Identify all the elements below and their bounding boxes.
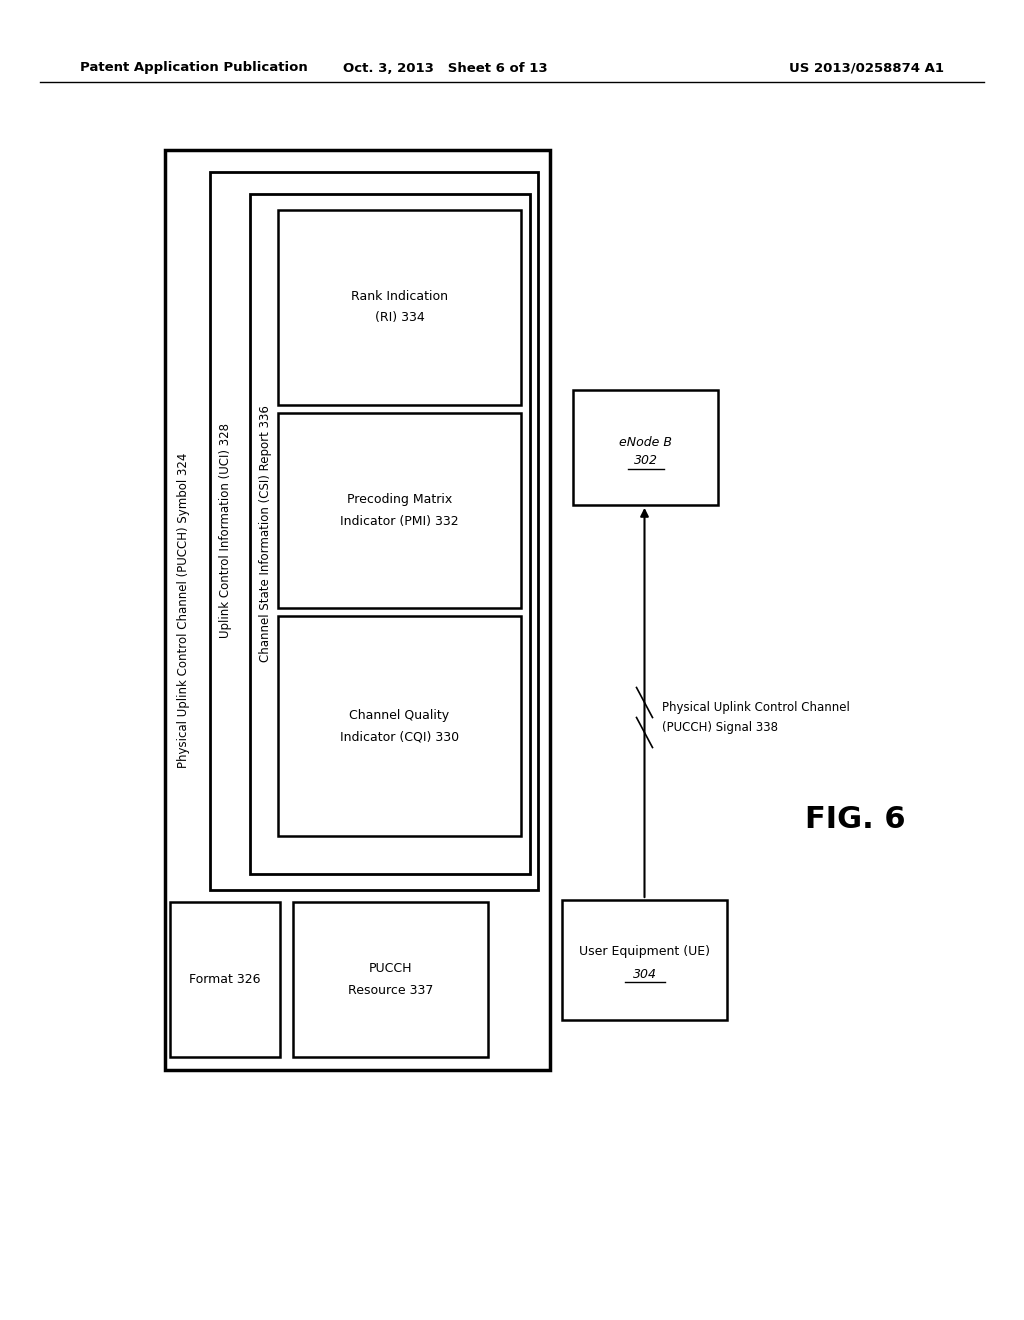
Bar [250, 194, 530, 874]
Bar [278, 210, 521, 405]
Bar [165, 150, 550, 1071]
Text: User Equipment (UE): User Equipment (UE) [579, 945, 710, 958]
Text: US 2013/0258874 A1: US 2013/0258874 A1 [790, 62, 944, 74]
Text: Uplink Control Information (UCI) 328: Uplink Control Information (UCI) 328 [219, 424, 232, 639]
Bar [210, 172, 538, 890]
Text: Format 326: Format 326 [189, 973, 261, 986]
Text: Channel State Information (CSI) Report 336: Channel State Information (CSI) Report 3… [259, 405, 272, 663]
Text: PUCCH
Resource 337: PUCCH Resource 337 [348, 962, 433, 997]
Bar [278, 616, 521, 836]
Text: 302: 302 [634, 454, 657, 467]
Bar [562, 900, 727, 1020]
Bar [278, 413, 521, 609]
Text: Rank Indication
(RI) 334: Rank Indication (RI) 334 [351, 290, 449, 325]
Bar [293, 902, 488, 1057]
Text: eNode B: eNode B [618, 436, 672, 449]
Bar [170, 902, 280, 1057]
Text: Precoding Matrix
Indicator (PMI) 332: Precoding Matrix Indicator (PMI) 332 [340, 494, 459, 528]
Text: Oct. 3, 2013   Sheet 6 of 13: Oct. 3, 2013 Sheet 6 of 13 [343, 62, 547, 74]
Bar [573, 389, 718, 506]
Text: Patent Application Publication: Patent Application Publication [80, 62, 308, 74]
Text: FIG. 6: FIG. 6 [805, 805, 905, 834]
Text: 304: 304 [633, 968, 656, 981]
Text: Physical Uplink Control Channel
(PUCCH) Signal 338: Physical Uplink Control Channel (PUCCH) … [663, 701, 850, 734]
Text: Channel Quality
Indicator (CQI) 330: Channel Quality Indicator (CQI) 330 [340, 709, 459, 743]
Text: Physical Uplink Control Channel (PUCCH) Symbol 324: Physical Uplink Control Channel (PUCCH) … [176, 453, 189, 768]
